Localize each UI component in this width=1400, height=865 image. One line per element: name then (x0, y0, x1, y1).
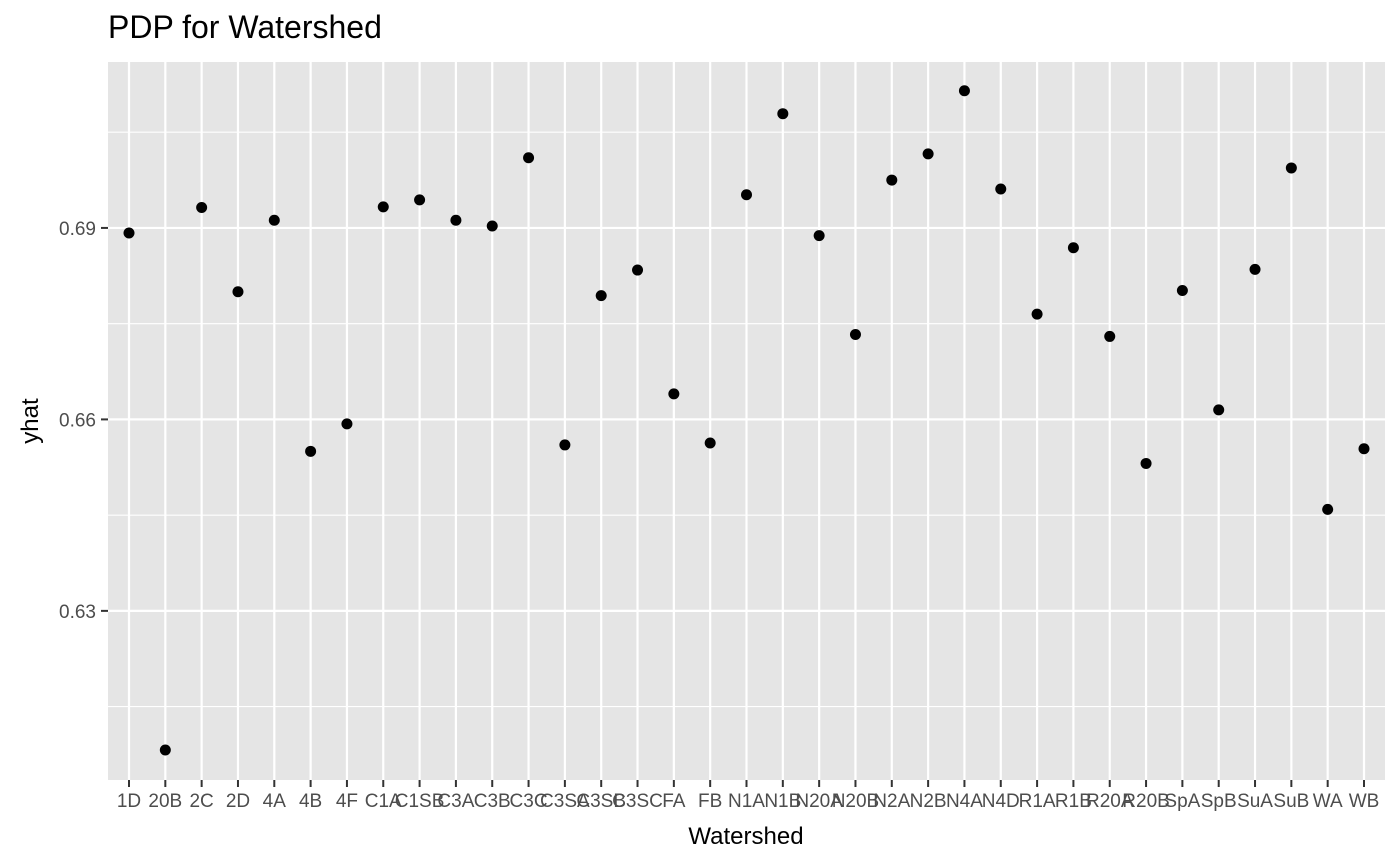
data-point (1249, 263, 1261, 275)
x-tick-label: R20A (1086, 791, 1134, 812)
x-tick-label: N1A (728, 791, 765, 812)
x-tick-label: 4F (336, 791, 358, 812)
x-tick-label: FB (698, 791, 722, 812)
x-tick-label: C3B (474, 791, 511, 812)
x-tick-label: C1A (365, 791, 402, 812)
data-point (849, 329, 861, 341)
x-tick-label: N20B (832, 791, 880, 812)
data-point (377, 201, 389, 213)
x-tick-label: SpB (1201, 791, 1237, 812)
x-tick-label: N1B (764, 791, 801, 812)
x-tick-label: C3SA (540, 791, 590, 812)
y-tick-label: 0.69 (59, 219, 96, 240)
data-point (777, 108, 789, 120)
x-tick-label: 1D (117, 791, 141, 812)
x-tick-label: 2C (189, 791, 213, 812)
data-point (232, 286, 244, 298)
x-tick-label: WB (1349, 791, 1380, 812)
data-point (523, 152, 535, 164)
y-tick-label: 0.66 (59, 410, 96, 431)
data-point (486, 220, 498, 232)
x-tick-label: R20B (1122, 791, 1170, 812)
data-point (1285, 162, 1297, 174)
x-tick-label: FA (662, 791, 686, 812)
x-axis-title: Watershed (688, 823, 803, 850)
data-point (1358, 443, 1370, 455)
x-tick-label: SpA (1164, 791, 1200, 812)
data-point (305, 445, 317, 457)
x-tick-label: C3SC (612, 791, 663, 812)
data-point (341, 418, 353, 430)
x-tick-label: 4A (263, 791, 287, 812)
x-tick-label: C1SB (395, 791, 445, 812)
data-point (123, 227, 135, 239)
x-tick-label: C3SB (576, 791, 626, 812)
data-point (414, 194, 426, 206)
major-gridlines (108, 62, 1385, 780)
x-tick-label: R1B (1055, 791, 1092, 812)
data-point (1031, 308, 1043, 320)
data-point (450, 214, 462, 226)
data-point (196, 202, 208, 214)
data-point (632, 264, 644, 276)
data-point (995, 183, 1007, 195)
x-tick-label: R1A (1019, 791, 1056, 812)
x-tick-label: N20A (795, 791, 843, 812)
data-point (704, 437, 716, 449)
x-tick-label: SuB (1273, 791, 1309, 812)
x-tick-label: WA (1313, 791, 1343, 812)
data-point (1322, 503, 1334, 515)
data-point (595, 290, 607, 302)
data-points (123, 85, 1370, 756)
data-point (1067, 242, 1079, 254)
x-tick-label: 20B (148, 791, 182, 812)
chart-title: PDP for Watershed (108, 9, 382, 45)
y-axis-title: yhat (17, 398, 44, 444)
data-point (958, 85, 970, 97)
data-point (559, 439, 571, 451)
x-tick-label: SuA (1237, 791, 1273, 812)
data-point (922, 148, 934, 160)
data-point (159, 744, 171, 756)
data-point (813, 230, 825, 242)
x-tick-label: N4A (946, 791, 983, 812)
x-tick-label: 2D (226, 791, 250, 812)
data-point (1213, 404, 1225, 416)
data-point (268, 214, 280, 226)
x-tick-label: C3A (437, 791, 474, 812)
data-point (1140, 457, 1152, 469)
x-tick-label: N4D (982, 791, 1020, 812)
data-point (668, 388, 680, 400)
y-axis-ticks: 0.63 0.66 0.69 (59, 219, 108, 623)
x-tick-label: C3C (510, 791, 548, 812)
data-point (886, 174, 898, 186)
x-tick-label: 4B (299, 791, 322, 812)
data-point (1176, 284, 1188, 296)
x-tick-label: N2A (873, 791, 910, 812)
data-point (741, 189, 752, 201)
data-point (1104, 330, 1116, 342)
y-tick-label: 0.63 (59, 602, 96, 623)
x-tick-label: N2B (910, 791, 947, 812)
